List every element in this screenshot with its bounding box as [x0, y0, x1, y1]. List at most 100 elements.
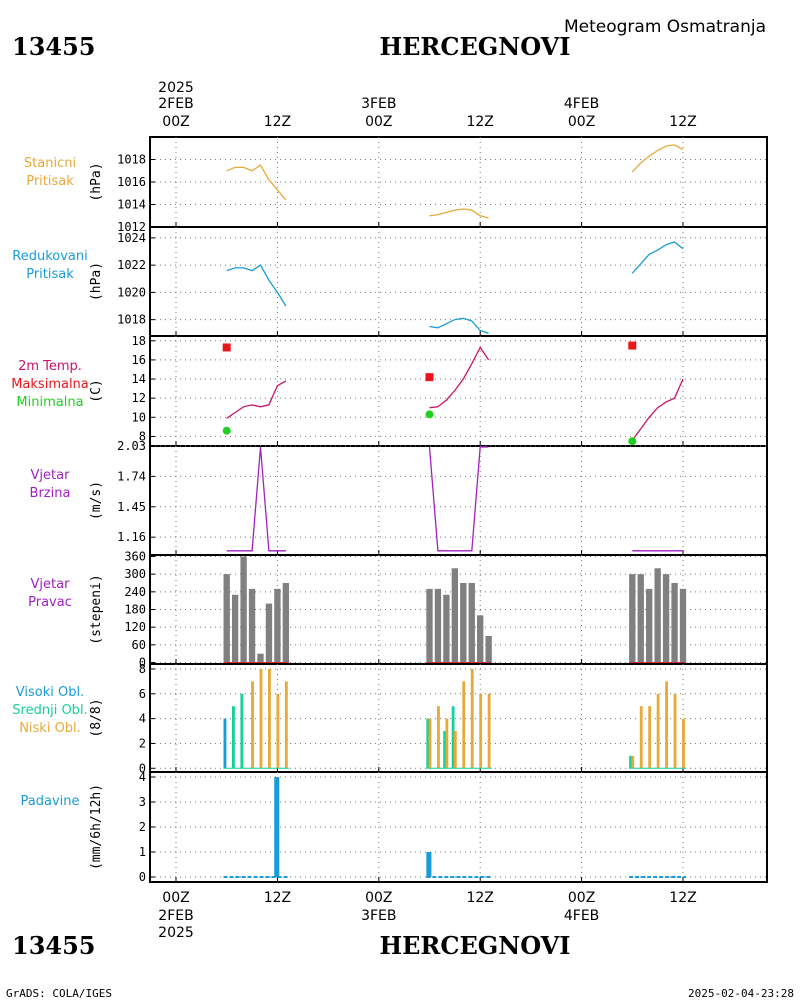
y-tick-label: 1018 [117, 153, 146, 167]
footer-credit: GrADS: COLA/IGES [6, 987, 112, 1000]
cloud-low-bar [428, 718, 432, 769]
y-tick-label: 2 [139, 820, 146, 834]
y-tick-label: 1.74 [117, 469, 146, 483]
header-station-id: 13455 [12, 32, 96, 61]
series-line [631, 144, 684, 173]
cloud-low-bar [682, 718, 685, 769]
wind-direction-bar [477, 615, 484, 663]
panel-precipitation: 0 1 2 3 4 (mm/6h/12h) Padavine [21, 770, 768, 884]
wind-direction-bar [629, 574, 636, 663]
y-tick-label: 18 [132, 334, 146, 348]
cloud-low-bar [462, 681, 466, 769]
y-axis-label: (hPa) [89, 162, 104, 201]
y-tick-label: 14 [132, 372, 146, 386]
time-axis-year-top: 2025 [158, 80, 194, 96]
panel-frame [149, 445, 768, 556]
y-tick-label: 60 [132, 638, 146, 652]
time-axis-year-bottom: 2025 [158, 925, 194, 941]
time-axis-hour-bottom: 12Z [264, 890, 291, 906]
cloud-high-bar [223, 718, 227, 769]
cloud-low-bar [436, 706, 440, 769]
footer-station-id: 13455 [12, 931, 96, 960]
time-axis-date-top: 3FEB [361, 96, 396, 112]
temp-min-marker [222, 426, 231, 435]
panel-label: Niski Obl. [19, 721, 81, 736]
y-axis-label: (mm/6h/12h) [89, 784, 104, 870]
y-tick-label: 0 [139, 656, 146, 670]
series-line [428, 446, 489, 552]
series-line [429, 317, 489, 334]
cloud-mid-bar [443, 731, 447, 769]
panel-label: Visoki Obl. [16, 685, 84, 700]
temp-min-marker [425, 410, 434, 419]
cloud-mid-bar [231, 706, 235, 769]
y-axis-label: (m/s) [89, 481, 104, 520]
time-axis-hour-top: 00Z [162, 114, 189, 130]
panel-label: Pritisak [26, 174, 74, 189]
time-axis-hour-top: 12Z [466, 114, 493, 130]
time-axis-date-bottom: 2FEB [158, 908, 193, 924]
time-axis-hour-top: 12Z [669, 114, 696, 130]
y-tick-label: 6 [139, 687, 146, 701]
cloud-low-bar [673, 693, 677, 769]
y-tick-label: 0 [139, 870, 146, 884]
cloud-low-bar [656, 693, 660, 769]
cloud-low-bar [470, 668, 474, 769]
cloud-low-bar [639, 706, 643, 769]
series-line [226, 264, 287, 307]
cloud-mid-bar [451, 706, 455, 769]
time-axis-hour-bottom: 00Z [568, 890, 595, 906]
cloud-low-bar [631, 755, 635, 769]
cloud-low-bar [665, 681, 669, 769]
time-axis-hour-top: 12Z [264, 114, 291, 130]
precipitation-bar [426, 852, 432, 877]
y-tick-label: 2.03 [117, 439, 146, 453]
y-tick-label: 1022 [117, 258, 146, 272]
panel-pressure: 1012 1014 1016 1018 (hPa) Stanicni Pritisak [24, 136, 768, 234]
y-tick-label: 1020 [117, 285, 146, 299]
time-axis-layer: 20252FEB00Z00Z2FEB12Z12Z3FEB00Z00Z3FEB12… [158, 80, 697, 941]
panel-label: Padavine [21, 794, 80, 809]
cloud-low-bar [487, 693, 491, 769]
wind-direction-bar [282, 582, 290, 663]
panel-label: Minimalna [16, 395, 83, 410]
y-tick-label: 240 [124, 585, 146, 599]
series-line [226, 446, 286, 552]
cloud-low-bar [648, 706, 652, 769]
wind-direction-bar [451, 568, 459, 663]
wind-direction-bar [662, 574, 670, 663]
y-tick-label: 1014 [117, 198, 146, 212]
wind-direction-bar [223, 574, 230, 663]
y-tick-label: 4 [139, 770, 146, 784]
wind-direction-bar [468, 582, 475, 663]
cloud-low-bar [251, 681, 254, 769]
y-axis-label: (8/8) [89, 698, 104, 737]
y-tick-label: 1024 [117, 231, 146, 245]
wind-direction-bar [248, 588, 256, 663]
wind-direction-bar [231, 594, 239, 663]
wind-direction-bar [265, 603, 273, 663]
wind-direction-bar [434, 588, 442, 663]
cloud-low-bar [479, 693, 483, 769]
wind-direction-bar [257, 653, 264, 663]
panel-clouds: 0 2 4 6 8 (8/8) Visoki Obl. Srednji Obl. Niski O… [12, 662, 768, 775]
time-axis-date-bottom: 3FEB [361, 908, 396, 924]
temp-max-marker [222, 343, 231, 352]
panel-label: 2m Temp. [18, 359, 82, 374]
y-tick-label: 12 [132, 391, 146, 405]
panel-label: Pravac [28, 595, 72, 610]
panel-label: Vjetar [31, 468, 71, 483]
wind-direction-bar [443, 594, 450, 663]
y-tick-label: 16 [132, 353, 146, 367]
y-tick-label: 10 [132, 410, 146, 424]
y-tick-label: 1018 [117, 313, 146, 327]
wind-direction-bar [274, 588, 281, 663]
header-subtitle: Meteogram Osmatranja [564, 17, 766, 37]
y-tick-label: 8 [139, 662, 146, 676]
series-line [631, 378, 684, 441]
wind-direction-bar [240, 556, 247, 663]
y-tick-label: 3 [139, 795, 146, 809]
series-line [429, 346, 490, 409]
wind-direction-bar [485, 636, 492, 663]
